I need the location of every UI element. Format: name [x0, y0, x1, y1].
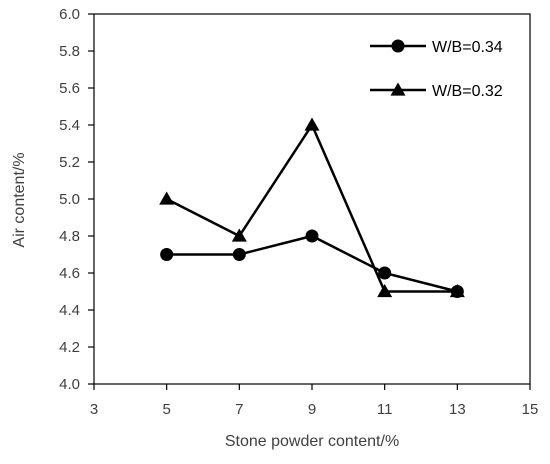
- series-line: [166, 122, 458, 293]
- data-point: [378, 266, 392, 280]
- y-tick-label: 4.2: [59, 339, 80, 356]
- data-point: [305, 229, 319, 243]
- legend-label: W/B=0.34: [432, 39, 503, 56]
- y-tick-label: 5.2: [59, 154, 80, 171]
- legend-marker: [391, 39, 405, 53]
- legend-label: W/B=0.32: [432, 83, 503, 100]
- x-tick-label: 7: [235, 401, 243, 418]
- y-tick-label: 6.0: [59, 6, 80, 23]
- y-tick-label: 4.6: [59, 265, 80, 282]
- x-tick-label: 3: [90, 401, 98, 418]
- x-tick-label: 11: [377, 401, 393, 418]
- data-point: [304, 117, 320, 131]
- legend-item: W/B=0.34: [370, 39, 503, 56]
- x-tick-label: 13: [449, 401, 466, 418]
- plot-frame: [93, 13, 531, 385]
- y-tick-label: 5.4: [59, 117, 80, 134]
- y-tick-label: 4.4: [59, 302, 80, 319]
- series-triangle: [159, 117, 465, 298]
- data-point: [232, 248, 246, 261]
- data-point: [449, 284, 465, 298]
- legend: W/B=0.34 W/B=0.32: [370, 39, 503, 100]
- x-tick-label: 15: [522, 401, 539, 418]
- y-tick-label: 5.6: [59, 80, 80, 97]
- y-axis-ticks: 4.0 4.2 4.4 4.6 4.8 5.0 5.2 5.4 5.6 5.8 6.0: [59, 6, 94, 393]
- y-axis-title: Air content/%: [11, 152, 28, 247]
- data-point: [159, 191, 175, 205]
- y-tick-label: 4.8: [59, 228, 80, 245]
- series-layer: [159, 117, 465, 298]
- y-tick-label: 5.8: [59, 43, 80, 60]
- x-axis-title: Stone powder content/%: [225, 433, 399, 450]
- legend-marker: [390, 82, 406, 96]
- x-axis-ticks: 3 5 7 9 11 13 15: [90, 384, 539, 418]
- x-tick-label: 5: [162, 401, 170, 418]
- data-point: [377, 284, 393, 298]
- series-line: [166, 234, 458, 293]
- legend-item: W/B=0.32: [370, 82, 503, 100]
- data-point: [231, 228, 247, 242]
- series-circle: [160, 229, 464, 298]
- data-point: [160, 248, 174, 261]
- y-tick-label: 4.0: [59, 376, 80, 393]
- x-tick-label: 9: [308, 401, 316, 418]
- y-tick-label: 5.0: [59, 191, 80, 208]
